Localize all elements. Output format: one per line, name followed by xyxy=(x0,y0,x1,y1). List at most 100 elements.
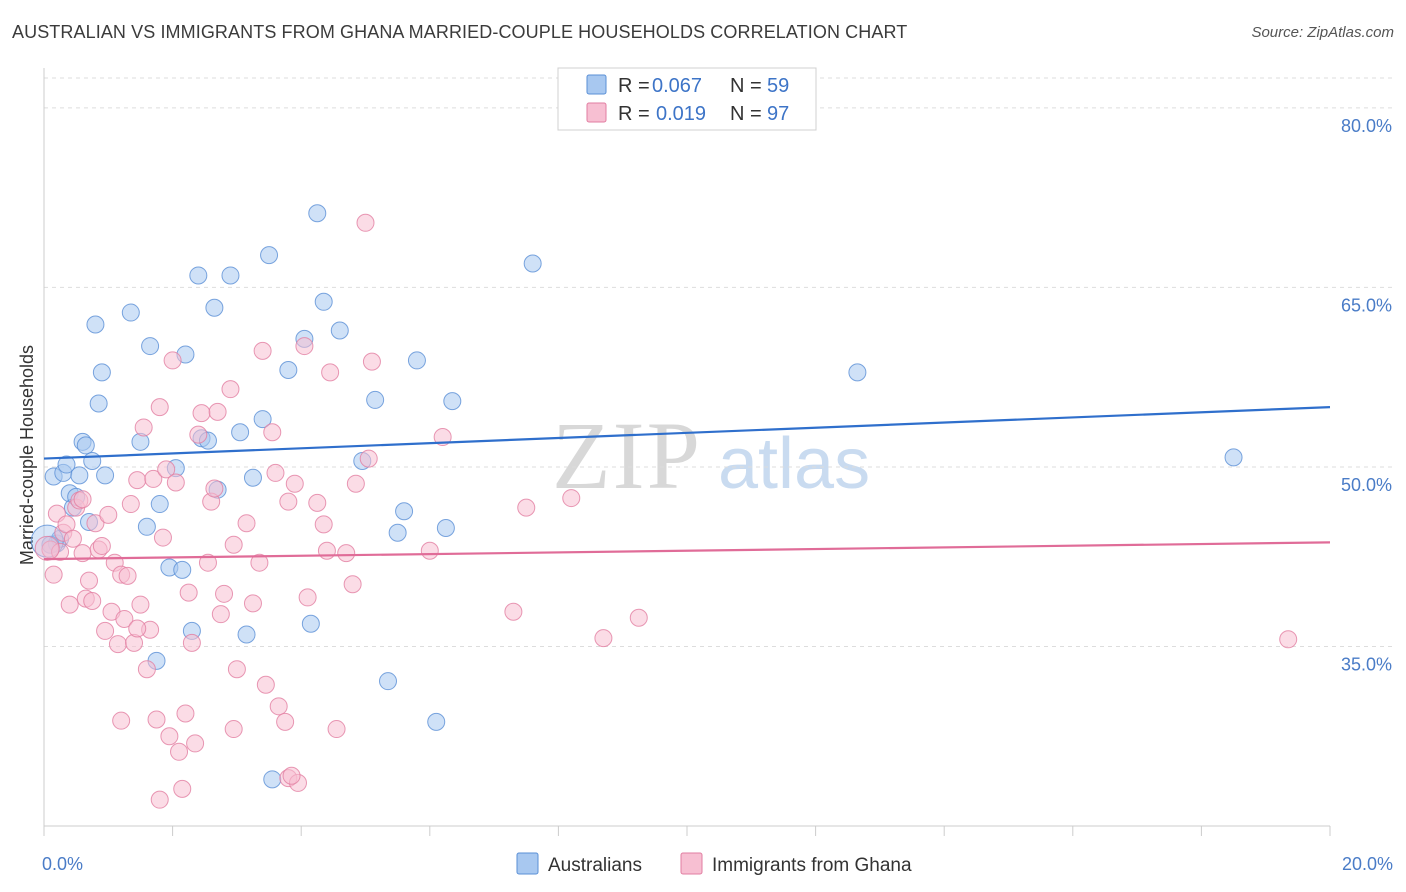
data-point-australians xyxy=(379,672,398,691)
legend-n-label: N = xyxy=(730,103,762,125)
data-point-ghana xyxy=(237,514,256,533)
data-point-ghana xyxy=(562,489,581,508)
data-point-ghana xyxy=(279,492,298,511)
data-point-ghana xyxy=(44,565,63,584)
data-point-ghana xyxy=(134,418,153,437)
legend-swatch-australians xyxy=(586,74,607,95)
data-point-ghana xyxy=(80,571,99,590)
data-point-ghana xyxy=(266,463,285,482)
trend-lines xyxy=(43,406,1331,561)
data-point-australians xyxy=(308,204,327,223)
data-point-ghana xyxy=(131,595,150,614)
data-point-ghana xyxy=(198,553,217,572)
legend-n-label: N = xyxy=(730,75,762,97)
data-point-ghana xyxy=(128,619,147,638)
data-point-australians xyxy=(395,502,414,521)
watermark-atlas: atlas xyxy=(718,424,870,504)
data-point-australians xyxy=(1224,448,1243,467)
legend-r-value: 0.067 xyxy=(652,75,702,97)
data-point-ghana xyxy=(1279,630,1298,649)
data-point-ghana xyxy=(153,528,172,547)
data-point-ghana xyxy=(321,363,340,382)
data-point-ghana xyxy=(34,535,60,561)
data-point-ghana xyxy=(433,428,452,447)
data-point-ghana xyxy=(263,423,282,442)
data-point-ghana xyxy=(205,479,224,498)
data-point-australians xyxy=(121,303,140,322)
y-tick-labels: 35.0% 50.0% 65.0% 80.0% xyxy=(1341,116,1392,675)
data-point-ghana xyxy=(160,727,179,746)
data-point-ghana xyxy=(118,566,137,585)
data-point-ghana xyxy=(282,766,301,785)
data-point-ghana xyxy=(150,398,169,417)
data-point-australians xyxy=(205,298,224,317)
data-point-ghana xyxy=(166,473,185,492)
y-axis-label: Married-couple Households xyxy=(17,345,37,565)
gridlines xyxy=(44,77,1392,647)
data-point-ghana xyxy=(96,621,115,640)
data-point-ghana xyxy=(92,536,111,555)
data-point-ghana xyxy=(221,380,240,399)
data-point-ghana xyxy=(276,712,295,731)
trend-line-ghana xyxy=(43,541,1331,561)
bottom-legend-swatch-ghana xyxy=(680,852,703,875)
data-point-ghana xyxy=(314,515,333,534)
y-tick-label: 65.0% xyxy=(1341,295,1392,315)
stats-legend: R = 0.067 N = 59 R = 0.019 N = 97 xyxy=(557,67,817,131)
data-point-ghana xyxy=(298,588,317,607)
data-point-australians xyxy=(263,770,282,789)
bottom-legend-swatch-australians xyxy=(516,852,539,875)
x-tick-label: 0.0% xyxy=(42,854,83,874)
data-point-australians xyxy=(366,390,385,409)
data-point-australians xyxy=(237,625,256,644)
data-point-ghana xyxy=(269,697,288,716)
data-point-australians xyxy=(407,351,426,370)
data-point-ghana xyxy=(137,660,156,679)
data-point-ghana xyxy=(256,675,275,694)
bottom-legend: Australians Immigrants from Ghana xyxy=(516,852,912,876)
data-point-ghana xyxy=(147,710,166,729)
data-point-ghana xyxy=(73,490,92,509)
data-point-australians xyxy=(231,423,250,442)
legend-r-label: R = xyxy=(618,75,650,97)
data-point-ghana xyxy=(128,471,147,490)
data-point-australians xyxy=(96,466,115,485)
data-point-australians xyxy=(57,455,76,474)
data-point-ghana xyxy=(121,495,140,514)
data-point-ghana xyxy=(150,790,169,809)
data-point-ghana xyxy=(179,583,198,602)
axes xyxy=(43,68,1331,836)
data-point-australians xyxy=(150,495,169,514)
bottom-legend-label-ghana: Immigrants from Ghana xyxy=(712,855,912,876)
data-point-ghana xyxy=(224,720,243,739)
data-point-australians xyxy=(221,266,240,285)
y-tick-label: 35.0% xyxy=(1341,654,1392,674)
data-point-ghana xyxy=(295,337,314,356)
data-point-ghana xyxy=(308,493,327,512)
data-point-ghana xyxy=(343,575,362,594)
legend-r-label: R = xyxy=(618,103,650,125)
trend-line-australians xyxy=(43,406,1331,460)
data-point-australians xyxy=(86,315,105,334)
data-point-australians xyxy=(314,292,333,311)
chart-title: AUSTRALIAN VS IMMIGRANTS FROM GHANA MARR… xyxy=(12,22,908,42)
data-point-ghana xyxy=(192,404,211,423)
data-point-ghana xyxy=(253,341,272,360)
data-point-australians xyxy=(388,523,407,542)
data-point-australians xyxy=(279,361,298,380)
data-point-ghana xyxy=(176,704,195,723)
data-point-ghana xyxy=(356,213,375,232)
data-point-ghana xyxy=(285,474,304,493)
data-point-australians xyxy=(848,363,867,382)
data-point-ghana xyxy=(359,449,378,468)
data-point-ghana xyxy=(86,514,105,533)
data-point-ghana xyxy=(243,594,262,613)
data-point-australians xyxy=(92,363,111,382)
data-point-ghana xyxy=(186,734,205,753)
data-point-australians xyxy=(427,712,446,731)
data-point-ghana xyxy=(215,584,234,603)
data-point-ghana xyxy=(163,351,182,370)
data-point-australians xyxy=(83,451,102,470)
data-point-ghana xyxy=(83,591,102,610)
